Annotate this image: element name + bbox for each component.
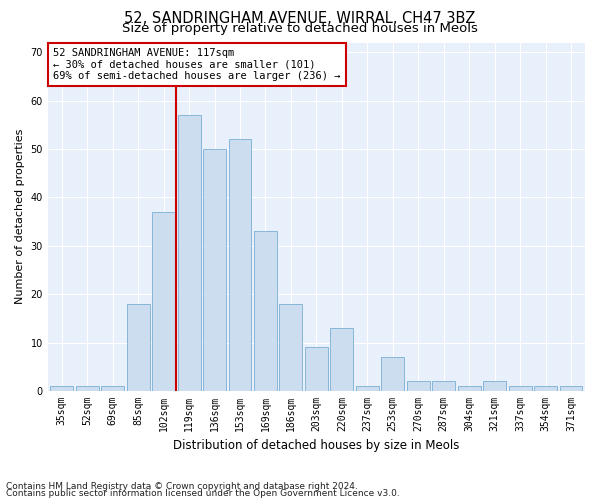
Bar bbox=[331, 328, 353, 391]
Bar bbox=[305, 348, 328, 391]
Bar bbox=[127, 304, 149, 391]
Bar bbox=[50, 386, 73, 391]
Bar bbox=[280, 304, 302, 391]
Text: Contains public sector information licensed under the Open Government Licence v3: Contains public sector information licen… bbox=[6, 489, 400, 498]
Bar bbox=[254, 232, 277, 391]
Bar bbox=[432, 382, 455, 391]
Y-axis label: Number of detached properties: Number of detached properties bbox=[15, 129, 25, 304]
Bar bbox=[458, 386, 481, 391]
Bar bbox=[76, 386, 99, 391]
Bar bbox=[483, 382, 506, 391]
X-axis label: Distribution of detached houses by size in Meols: Distribution of detached houses by size … bbox=[173, 440, 460, 452]
Bar bbox=[382, 357, 404, 391]
Text: Size of property relative to detached houses in Meols: Size of property relative to detached ho… bbox=[122, 22, 478, 35]
Bar bbox=[152, 212, 175, 391]
Bar bbox=[560, 386, 583, 391]
Text: 52, SANDRINGHAM AVENUE, WIRRAL, CH47 3BZ: 52, SANDRINGHAM AVENUE, WIRRAL, CH47 3BZ bbox=[124, 11, 476, 26]
Bar bbox=[229, 140, 251, 391]
Bar bbox=[203, 149, 226, 391]
Bar bbox=[407, 382, 430, 391]
Text: Contains HM Land Registry data © Crown copyright and database right 2024.: Contains HM Land Registry data © Crown c… bbox=[6, 482, 358, 491]
Bar bbox=[101, 386, 124, 391]
Bar bbox=[509, 386, 532, 391]
Bar bbox=[534, 386, 557, 391]
Bar bbox=[356, 386, 379, 391]
Bar bbox=[178, 115, 200, 391]
Text: 52 SANDRINGHAM AVENUE: 117sqm
← 30% of detached houses are smaller (101)
69% of : 52 SANDRINGHAM AVENUE: 117sqm ← 30% of d… bbox=[53, 48, 341, 81]
